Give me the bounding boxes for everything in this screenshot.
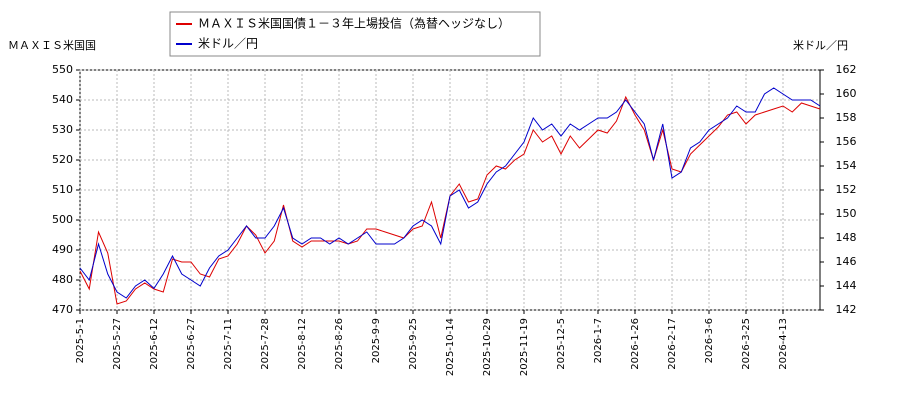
x-tick-label: 2025-8-26 xyxy=(334,318,345,370)
x-tick-label: 2025-12-5 xyxy=(556,318,567,370)
y2-tick-label: 148 xyxy=(836,231,857,244)
x-tick-label: 2025-9-9 xyxy=(371,318,382,363)
x-tick-label: 2026-4-13 xyxy=(778,318,789,370)
y-tick-label: 530 xyxy=(52,123,73,136)
x-tick-label: 2025-6-12 xyxy=(149,318,160,370)
legend-label: 米ドル／円 xyxy=(198,37,258,51)
x-tick-label: 2026-3-25 xyxy=(741,318,752,370)
x-tick-label: 2025-11-19 xyxy=(519,318,530,376)
x-tick-label: 2026-1-7 xyxy=(593,318,604,363)
y2-tick-label: 158 xyxy=(836,111,857,124)
x-tick-label: 2025-6-27 xyxy=(186,318,197,370)
legend-box xyxy=(169,11,541,57)
y-tick-label: 510 xyxy=(52,183,73,196)
legend-label: ＭＡＸＩＳ米国国債１－３年上場投信（為替ヘッジなし） xyxy=(198,16,510,31)
x-tick-label: 2025-8-12 xyxy=(297,318,308,370)
x-tick-label: 2026-1-26 xyxy=(630,318,641,370)
y2-tick-label: 156 xyxy=(836,135,857,148)
x-tick-label: 2025-10-14 xyxy=(445,318,456,376)
y-tick-label: 520 xyxy=(52,153,73,166)
line-series xyxy=(79,87,821,299)
y-tick-label: 490 xyxy=(52,243,73,256)
y2-tick-label: 150 xyxy=(836,207,857,220)
x-tick-label: 2025-10-29 xyxy=(482,318,493,376)
y-tick-label: 540 xyxy=(52,93,73,106)
x-tick-label: 2025-7-28 xyxy=(260,318,271,370)
y2-tick-label: 144 xyxy=(836,279,857,292)
x-tick-label: 2026-2-17 xyxy=(667,318,678,370)
y2-tick-label: 146 xyxy=(836,255,857,268)
y2-tick-label: 142 xyxy=(836,303,857,316)
y-axis-title: ＭＡＸＩＳ米国国 xyxy=(8,39,96,52)
y-tick-label: 480 xyxy=(52,273,73,286)
y2-tick-label: 152 xyxy=(836,183,857,196)
x-tick-label: 2025-9-25 xyxy=(408,318,419,370)
line-series xyxy=(79,95,821,305)
y-tick-label: 500 xyxy=(52,213,73,226)
x-tick-label: 2026-3-6 xyxy=(704,318,715,363)
x-tick-label: 2025-5-27 xyxy=(112,318,123,370)
x-tick-label: 2025-5-1 xyxy=(75,318,86,363)
y2-tick-label: 162 xyxy=(836,63,857,76)
x-tick-label: 2025-7-11 xyxy=(223,318,234,370)
y2-tick-label: 160 xyxy=(836,87,857,100)
y2-tick-label: 154 xyxy=(836,159,857,172)
y-tick-label: 550 xyxy=(52,63,73,76)
y2-axis-title: 米ドル／円 xyxy=(793,39,848,52)
y-tick-label: 470 xyxy=(52,303,73,316)
